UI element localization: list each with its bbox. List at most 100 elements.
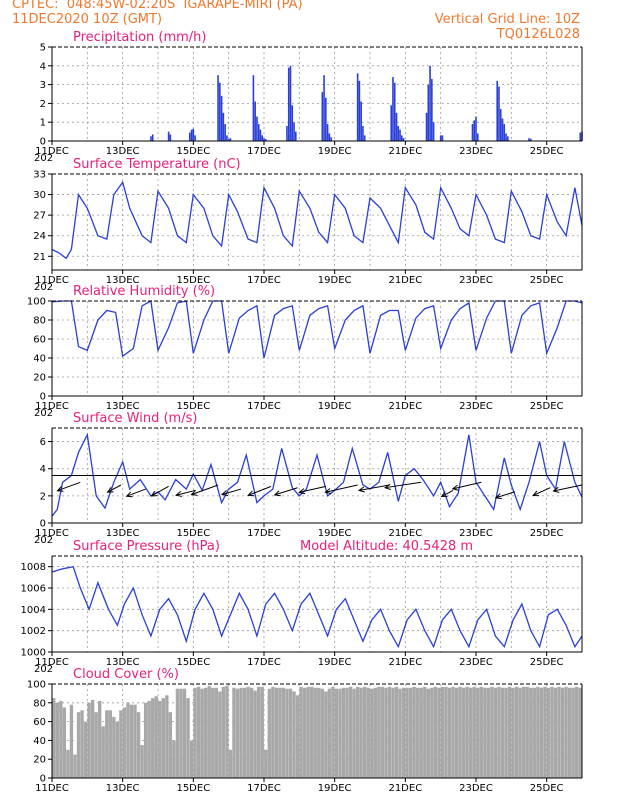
panel6-bar <box>235 688 240 778</box>
panel6-bar <box>204 687 208 778</box>
panel2-year-label: 202 <box>34 282 53 293</box>
panel2-ytick-label: 24 <box>33 231 46 242</box>
panel4-wind-vector <box>299 485 326 493</box>
panel1-bar <box>390 105 392 141</box>
panel4-wind-arrowhead <box>552 486 560 493</box>
panel6-bar <box>373 687 377 778</box>
run-date: 11DEC2020 10Z (GMT) <box>12 12 163 27</box>
panel1-bar <box>528 138 530 141</box>
panel5-subtitle: Model Altitude: 40.5428 m <box>300 539 473 554</box>
panel6-bar <box>352 688 356 778</box>
panel6-bar <box>550 686 554 778</box>
panel6-bar <box>306 686 310 778</box>
panel1-bar <box>475 116 477 141</box>
panel6-xtick-label: 17DEC <box>247 783 281 794</box>
panel6-bar <box>564 686 568 778</box>
panel6-bar <box>465 686 469 778</box>
panel1-bar <box>263 138 265 141</box>
panel6-bar <box>186 698 190 778</box>
panel6-title: Cloud Cover (%) <box>73 667 179 682</box>
panel5-ytick-label: 1002 <box>21 626 46 637</box>
panel6-bar <box>126 702 130 778</box>
panel2-series-line <box>51 180 583 260</box>
panel1-bar <box>326 124 329 141</box>
panel6-bar <box>391 687 395 778</box>
panel6-bar <box>168 712 173 778</box>
panel1-bar <box>252 75 255 141</box>
panel6-bar <box>486 687 491 778</box>
panel6-bar <box>334 688 339 778</box>
panel6-bar <box>408 687 413 778</box>
panel6-bar <box>419 687 423 778</box>
panel5-xtick-label: 23DEC <box>459 657 493 668</box>
panel1-ytick-label: 3 <box>40 80 46 91</box>
panel1-bar <box>397 125 400 141</box>
panel1-bar <box>395 112 398 141</box>
panel1-bar <box>222 112 225 141</box>
panel1-bar <box>441 135 444 141</box>
panel6-xtick-label: 11DEC <box>35 783 69 794</box>
panel1-ytick-label: 1 <box>40 118 46 129</box>
panel6-bar <box>560 687 565 778</box>
panel6-bar <box>529 687 533 778</box>
panel1-bar <box>194 135 196 141</box>
panel4-wind-arrowhead <box>125 491 133 498</box>
panel4-wind-arrowhead <box>494 493 502 500</box>
panel4-ytick-label: 0 <box>40 519 46 530</box>
panel1-bar <box>293 122 295 141</box>
panel1-bar <box>150 136 152 141</box>
panel6-bar <box>578 687 582 778</box>
panel1-bar <box>286 125 288 141</box>
panel6-bar <box>543 686 547 778</box>
panel6-bar <box>105 710 109 778</box>
panel6-bar <box>302 687 307 778</box>
panel4-xtick-label: 15DEC <box>176 528 210 539</box>
panel6-bar <box>479 686 483 778</box>
panel6-bar <box>338 688 342 778</box>
panel2-xtick-label: 13DEC <box>106 275 140 286</box>
panel6-bar <box>242 687 247 778</box>
panel6-bar <box>341 687 346 778</box>
panel3-year-label: 202 <box>34 408 53 419</box>
panel1-bar <box>363 135 366 141</box>
panel4-xtick-label: 19DEC <box>318 528 352 539</box>
panel1-bar <box>219 82 221 141</box>
panel6-bar <box>136 712 141 778</box>
panel1-ytick-label: 5 <box>40 43 46 54</box>
panel6-bar <box>271 686 275 778</box>
panel4-wind-vector <box>385 481 422 489</box>
panel5-year-label: 202 <box>34 664 53 675</box>
panel1-title: Precipitation (mm/h) <box>73 30 206 45</box>
panel6-xtick-label: 13DEC <box>106 783 140 794</box>
panel1-xtick-label: 15DEC <box>176 146 210 157</box>
panel5-xtick-label: 19DEC <box>318 657 352 668</box>
panel6-bar <box>447 687 452 778</box>
panel4-wind-arrowhead <box>56 486 64 492</box>
panel4-ytick-label: 4 <box>40 464 46 475</box>
panel1-xtick-label: 17DEC <box>247 146 281 157</box>
panel6-xtick-label: 25DEC <box>530 783 564 794</box>
panel6-bar <box>327 688 332 778</box>
panel4-wind-arrowhead <box>298 488 306 495</box>
panel6-bar <box>497 686 501 778</box>
panel6-bar <box>532 687 536 778</box>
panel6-bar <box>310 686 314 778</box>
panel1-bar <box>425 112 428 141</box>
panel4-wind-vector <box>358 484 390 491</box>
panel6-bar <box>69 704 74 778</box>
panel1-bar <box>503 124 506 141</box>
panel4-xtick-label: 25DEC <box>530 528 564 539</box>
panel6-bar <box>440 686 445 778</box>
panel2-title: Surface Temperature (nC) <box>73 157 241 172</box>
panel6-bar <box>377 686 381 778</box>
panel4-wind-vector <box>126 488 146 497</box>
panel5-xtick-label: 25DEC <box>530 657 564 668</box>
panel6-bar <box>430 687 434 778</box>
panel6-bar <box>119 710 123 778</box>
panel1-bar <box>217 75 219 141</box>
panel1-bar <box>254 101 256 141</box>
panel6-bar <box>557 686 561 778</box>
panel3-xtick-label: 23DEC <box>459 401 493 412</box>
panel6-bar <box>355 686 360 778</box>
panel6-bar <box>384 687 388 778</box>
